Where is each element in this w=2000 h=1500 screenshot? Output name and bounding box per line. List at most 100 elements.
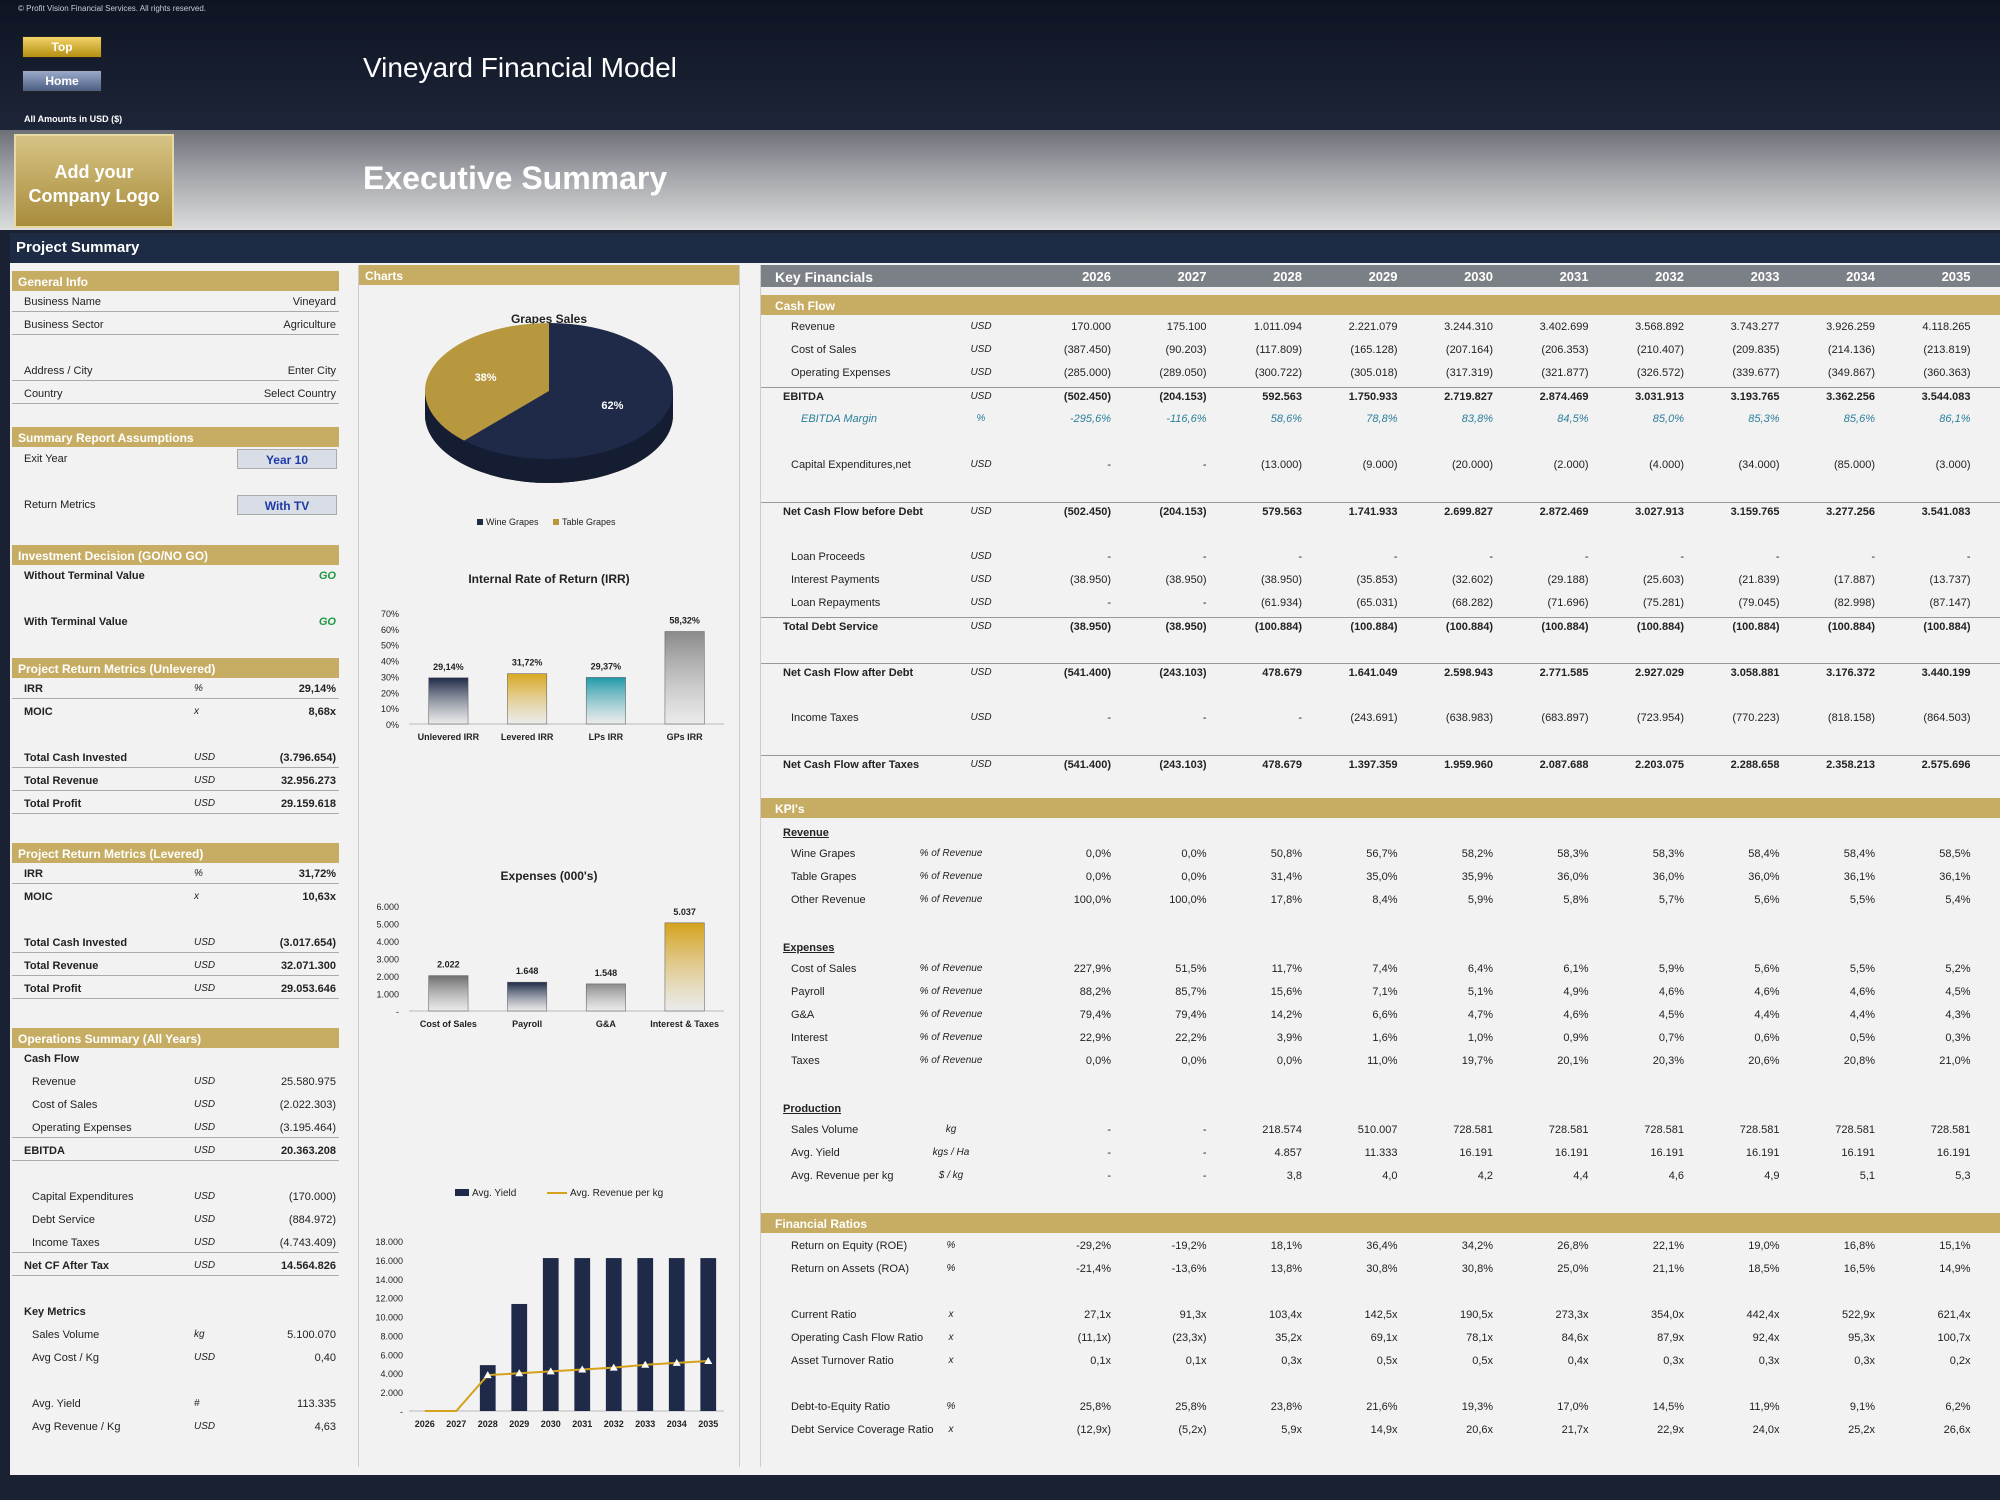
- row-value: 21,6%: [1366, 1401, 1398, 1413]
- summary-row: IRR% 31,72%: [12, 866, 339, 884]
- row-value: (207.164): [1445, 344, 1493, 356]
- row-unit: %: [946, 1401, 956, 1412]
- row-value: 15,1%: [1939, 1240, 1971, 1252]
- row-unit: %: [946, 1240, 956, 1251]
- y-tick-label: 10.000: [375, 1313, 403, 1323]
- exit-year-select[interactable]: Year 10: [237, 449, 337, 469]
- y-tick-label: 6.000: [376, 902, 399, 912]
- x-tick-label: 2026: [415, 1419, 435, 1429]
- yield-bar[interactable]: [542, 1258, 559, 1411]
- bar-unlevered-irr[interactable]: [428, 677, 469, 725]
- row-label: Return on Assets (ROA): [791, 1263, 909, 1275]
- bar-interest-taxes[interactable]: [664, 922, 705, 1012]
- row-value: 4,9%: [1563, 986, 1589, 998]
- row-value: (2.022.303): [279, 1099, 336, 1111]
- bar-data-label: 1.648: [516, 966, 539, 976]
- financial-row: Revenue USD 170.000 175.100 1.011.094 2.221.0…: [761, 318, 2000, 336]
- financial-row: G&A % of Revenue 79,4% 79,4% 14,2% 6,6% 4,7% 4,…: [761, 1006, 2000, 1024]
- row-label: Return Metrics: [24, 499, 96, 511]
- row-label: Exit Year: [24, 453, 68, 465]
- row-value: 36,1%: [1843, 871, 1875, 883]
- summary-row: Debt Service USD (884.972): [12, 1212, 339, 1230]
- yield-bar[interactable]: [479, 1365, 496, 1411]
- summary-row: Total Cash Invested USD (3.017.654): [12, 935, 339, 953]
- row-value: 728.581: [1739, 1124, 1780, 1136]
- row-value: 16.191: [1459, 1147, 1493, 1159]
- bar-levered-irr[interactable]: [507, 673, 548, 725]
- bar-payroll[interactable]: [507, 981, 548, 1012]
- row-unit: USD: [970, 344, 992, 355]
- row-value: 31,72%: [298, 868, 336, 880]
- home-button[interactable]: Home: [22, 70, 102, 92]
- row-value: 79,4%: [1079, 1009, 1111, 1021]
- row-value: 728.581: [1548, 1124, 1589, 1136]
- row-value: 3.568.892: [1635, 321, 1684, 333]
- row-value: (38.950): [1165, 574, 1207, 586]
- line-marker: [546, 1367, 555, 1375]
- row-value: (4.743.409): [279, 1237, 336, 1249]
- row-value: 16.191: [1841, 1147, 1875, 1159]
- bar-cost-of-sales[interactable]: [428, 975, 469, 1012]
- bar-g-a[interactable]: [585, 983, 626, 1012]
- row-label: Cash Flow: [24, 1053, 80, 1065]
- summary-row: Total Profit USD 29.053.646: [12, 981, 339, 999]
- row-value: 273,3x: [1555, 1309, 1589, 1321]
- top-button[interactable]: Top: [22, 36, 102, 58]
- row-value: 51,5%: [1175, 963, 1207, 975]
- x-tick-label: 2033: [635, 1419, 655, 1429]
- yield-bar[interactable]: [668, 1258, 685, 1411]
- row-value: 11,0%: [1367, 1055, 1398, 1067]
- row-unit: x: [948, 1355, 954, 1366]
- pie-slice-wine-grapes[interactable]: [464, 323, 673, 459]
- row-value: (100.884): [1445, 621, 1493, 633]
- row-value: 36,0%: [1748, 871, 1780, 883]
- row-unit: USD: [970, 597, 992, 608]
- row-value: 92,4x: [1752, 1332, 1780, 1344]
- row-value: (884.972): [288, 1214, 336, 1226]
- bar-gps-irr[interactable]: [664, 631, 705, 725]
- row-value: 21,0%: [1939, 1055, 1971, 1067]
- company-logo-placeholder[interactable]: Add your Company Logo: [14, 134, 174, 228]
- row-value: 85,7%: [1175, 986, 1207, 998]
- bar-lps-irr[interactable]: [585, 677, 626, 725]
- row-value: 85,3%: [1748, 413, 1780, 425]
- row-label: Avg. Revenue per kg: [791, 1170, 894, 1182]
- row-label: Total Profit: [24, 798, 82, 810]
- line-marker: [609, 1363, 618, 1371]
- pie-slice-table-grapes[interactable]: [424, 323, 549, 441]
- row-value: 2.221.079: [1348, 321, 1398, 333]
- row-value: 728.581: [1644, 1124, 1684, 1136]
- yield-bar[interactable]: [637, 1258, 654, 1411]
- y-tick-label: 70%: [381, 609, 399, 619]
- row-value: 2.203.075: [1635, 759, 1684, 771]
- yield-bar[interactable]: [511, 1303, 528, 1411]
- row-value: -: [1107, 712, 1111, 724]
- row-label: Avg. Yield: [791, 1147, 840, 1159]
- row-value: 58,5%: [1939, 848, 1971, 860]
- row-value: 16.191: [1936, 1147, 1971, 1159]
- row-unit: % of Revenue: [919, 871, 983, 882]
- row-value: 0,0%: [1181, 871, 1207, 883]
- row-value: -: [1489, 551, 1493, 563]
- row-value: -19,2%: [1171, 1240, 1207, 1252]
- row-value: 1.011.094: [1253, 321, 1302, 333]
- yield-bar[interactable]: [574, 1258, 591, 1411]
- row-label: MOIC: [24, 706, 53, 718]
- row-value: 522,9x: [1841, 1309, 1875, 1321]
- yield-bar[interactable]: [700, 1258, 717, 1411]
- x-tick-label: Interest & Taxes: [650, 1019, 719, 1029]
- summary-row: Total Revenue USD 32.956.273: [12, 773, 339, 791]
- row-label: EBITDA: [783, 391, 824, 403]
- yield-bar[interactable]: [605, 1258, 622, 1411]
- row-label: With Terminal Value: [24, 616, 128, 628]
- row-unit: USD: [194, 983, 216, 994]
- row-value: 88,2%: [1079, 986, 1111, 998]
- x-tick-label: 2035: [698, 1419, 718, 1429]
- row-value: (214.136): [1827, 344, 1875, 356]
- x-tick-label: 2028: [478, 1419, 498, 1429]
- return-metrics-select[interactable]: With TV: [237, 495, 337, 515]
- summary-row: Business Sector Agriculture: [12, 317, 339, 335]
- row-value: 56,7%: [1366, 848, 1398, 860]
- row-value: 78,8%: [1366, 413, 1398, 425]
- line-marker: [672, 1358, 681, 1366]
